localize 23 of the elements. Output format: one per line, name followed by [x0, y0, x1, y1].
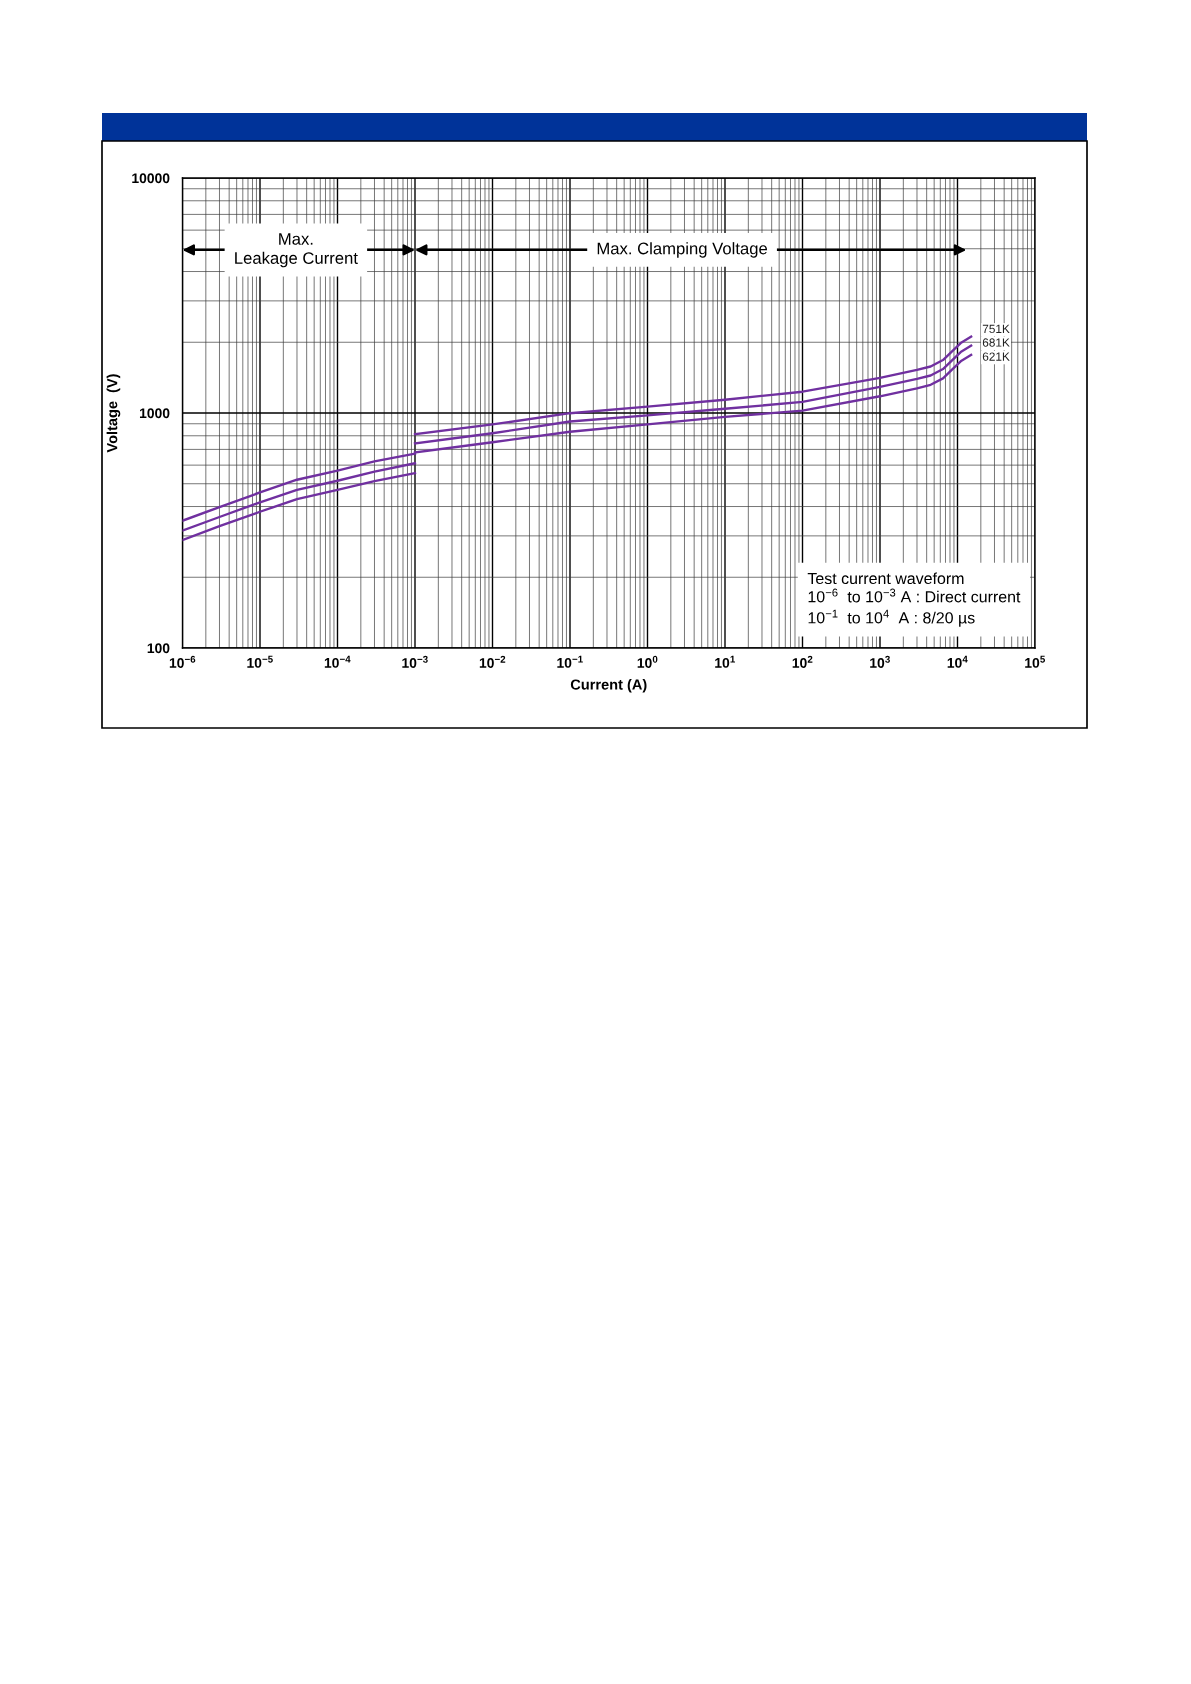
x-tick-label: 10$^{3}$: [870, 655, 890, 668]
y-tick-label: 10000: [132, 173, 170, 184]
x-tick-label: 10$^{2}$: [792, 655, 813, 668]
x-tick-label: 10$^{0}$: [637, 655, 658, 668]
x-tick-label: 10$^{−5}$: [247, 655, 273, 668]
x-tick-label: 10$^{4}$: [947, 655, 968, 668]
x-tick-label: 10$^{−3}$: [402, 655, 428, 668]
annotation: Max. Clamping Voltage: [597, 242, 768, 258]
x-tick-label: 10$^{−1}$: [557, 655, 583, 668]
series-label: 621K: [982, 352, 1010, 361]
series-label: 681K: [982, 338, 1010, 347]
x-tick-label: 10$^{−4}$: [324, 655, 351, 668]
text: Test current waveform 10$^{−6}$ to 10$^{−3}$ A : Direct current 10$^{−1}$ to 10$^{4}$ A : 8/20 µs: [807, 572, 1021, 627]
x-axis-title: Current (A): [570, 679, 647, 693]
y-axis-title: Voltage (V): [106, 374, 121, 453]
x-tick-label: 10$^{−2}$: [479, 655, 506, 668]
y-tick-label: 1000: [139, 408, 170, 419]
x-tick-label: 10$^{−6}$: [169, 655, 196, 668]
y-tick-label: 100: [147, 643, 170, 654]
x-tick-label: 10$^{5}$: [1025, 655, 1046, 668]
series-label: 751K: [982, 324, 1010, 334]
annotation: Max. Leakage Current: [235, 233, 358, 268]
x-tick-label: 10$^{1}$: [715, 655, 736, 668]
